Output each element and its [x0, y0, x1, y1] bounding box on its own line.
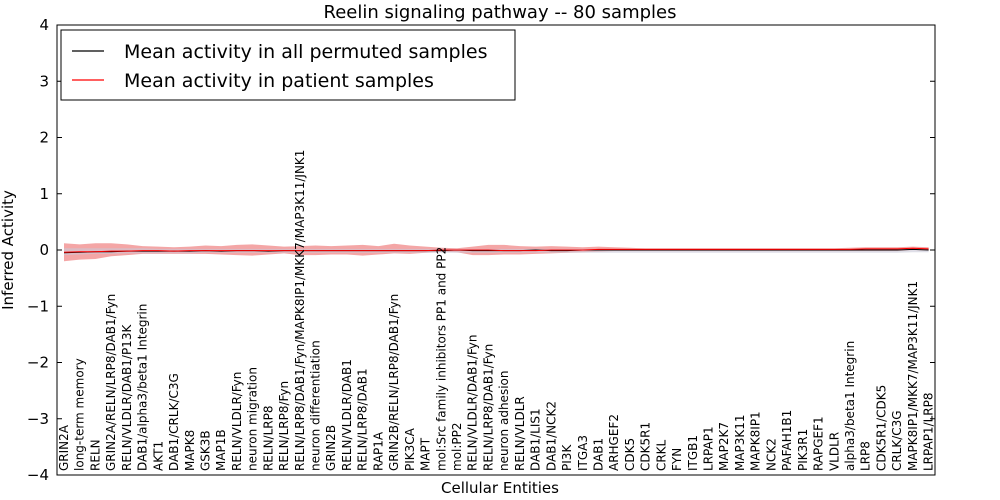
x-category-label: ARHGEF2	[607, 414, 621, 471]
x-category-label: neuron migration	[246, 367, 260, 471]
x-category-label: LRPAP1/LRP8	[922, 392, 936, 471]
x-category-label: PAFAH1B1	[780, 410, 794, 471]
x-category-label: RELN/LRP8	[261, 406, 275, 472]
x-category-label: RELN/VLDLR	[513, 396, 527, 471]
x-category-label: CDK5R1	[639, 422, 653, 471]
y-tick-label: −1	[27, 297, 49, 315]
x-category-label: DAB1/alpha3/beta1 Integrin	[136, 304, 150, 471]
x-category-label: DAB1	[592, 438, 606, 471]
x-category-label: MAP3K11	[733, 414, 747, 471]
y-tick-label: 3	[39, 72, 49, 90]
x-category-label: MAPK8	[183, 430, 197, 471]
legend-label-patient: Mean activity in patient samples	[124, 70, 434, 92]
line-patient	[63, 247, 929, 253]
x-category-label: RELN/LRP8/Fyn	[277, 381, 291, 471]
x-category-label: DAB1/NCK2	[544, 401, 558, 471]
x-category-label: GRIN2B	[324, 425, 338, 471]
x-category-label: RELN/LRP8/DAB1/Fyn	[481, 344, 495, 471]
x-category-label: GRIN2A/RELN/LRP8/DAB1/Fyn	[104, 294, 118, 471]
x-category-label: GRIN2A	[57, 424, 71, 471]
x-category-label: CDK5R1/CDK5	[874, 385, 888, 471]
x-category-label: GRIN2B/RELN/LRP8/DAB1/Fyn	[387, 294, 401, 471]
x-category-label: LRP8	[859, 441, 873, 471]
y-tick-label: 2	[39, 129, 49, 147]
x-category-label: RELN/VLDLR/Fyn	[230, 372, 244, 471]
chart-title: Reelin signaling pathway -- 80 samples	[324, 2, 677, 23]
x-category-label: mol:PP2	[450, 422, 464, 471]
x-category-label: LRPAP1	[702, 426, 716, 471]
legend-box	[60, 29, 516, 101]
confidence-bands	[64, 243, 929, 262]
x-category-label: CRKL	[654, 439, 668, 471]
x-category-label: DAB1/CRLK/C3G	[167, 373, 181, 471]
y-tick-label: 1	[39, 185, 49, 203]
x-axis-label: Cellular Entities	[441, 479, 559, 497]
x-category-label: neuron adhesion	[497, 371, 511, 472]
x-category-label: NCK2	[764, 438, 778, 471]
y-axis-label: Inferred Activity	[0, 190, 17, 310]
x-category-label: MAP1B	[214, 429, 228, 471]
x-category-label: DAB1/LIS1	[529, 408, 543, 471]
legend-label-permuted: Mean activity in all permuted samples	[124, 41, 487, 63]
x-category-label: MAP2K7	[717, 422, 731, 471]
y-ticks: −4 −3 −2 −1 0 1 2 3 4	[27, 16, 935, 484]
x-category-label: MAPK8IP1/MKK7/MAP3K11/JNK1	[906, 281, 920, 471]
x-category-label: CDK5	[623, 438, 637, 471]
y-tick-label: −2	[27, 354, 49, 372]
x-category-label: FYN	[670, 448, 684, 471]
x-category-label: AKT1	[151, 441, 165, 471]
category-labels: GRIN2A long-term memory RELN GRIN2A/RELN/LR…	[57, 150, 936, 471]
x-category-label: RELN/LRP8/DAB1	[356, 368, 370, 471]
x-category-label: neuron differentiation	[309, 340, 323, 471]
x-category-label: VLDLR	[827, 432, 841, 471]
x-category-label: RELN/VLDLR/DAB1	[340, 359, 354, 471]
plot-frame	[56, 24, 936, 476]
x-category-label: MAPK8IP1	[749, 411, 763, 471]
x-category-label: RELN/VLDLR/DAB1/P13K	[120, 324, 134, 471]
series-lines	[63, 247, 929, 254]
x-category-label: RELN/LRP8/DAB1/Fyn/MAPK8IP1/MKK7/MAP3K11…	[293, 150, 307, 471]
y-tick-label: −4	[27, 466, 49, 484]
x-category-label: CRLK/C3G	[890, 410, 904, 471]
x-category-label: RELN	[88, 439, 102, 471]
y-tick-label: −3	[27, 410, 49, 428]
x-category-label: PIK3CA	[403, 427, 417, 471]
y-tick-label: 4	[39, 16, 49, 34]
x-category-label: alpha3/beta1 Integrin	[843, 341, 857, 471]
x-category-label: RELN/VLDLR/DAB1/Fyn	[466, 334, 480, 470]
x-category-label: long-term memory	[73, 358, 87, 471]
x-category-label: RAPGEF1	[812, 416, 826, 471]
x-category-label: mol:Src family inhibitors PP1 and PP2	[434, 247, 448, 471]
x-category-label: PIK3R1	[796, 429, 810, 471]
x-category-label: ITGA3	[576, 435, 590, 471]
y-tick-label: 0	[39, 241, 49, 259]
x-category-label: RAP1A	[371, 431, 385, 471]
x-category-label: MAPT	[419, 437, 433, 471]
x-category-label: ITGB1	[686, 435, 700, 471]
x-category-label: GSK3B	[199, 430, 213, 471]
legend: Mean activity in all permuted samples Me…	[60, 29, 516, 101]
x-category-label: PI3K	[560, 444, 574, 471]
